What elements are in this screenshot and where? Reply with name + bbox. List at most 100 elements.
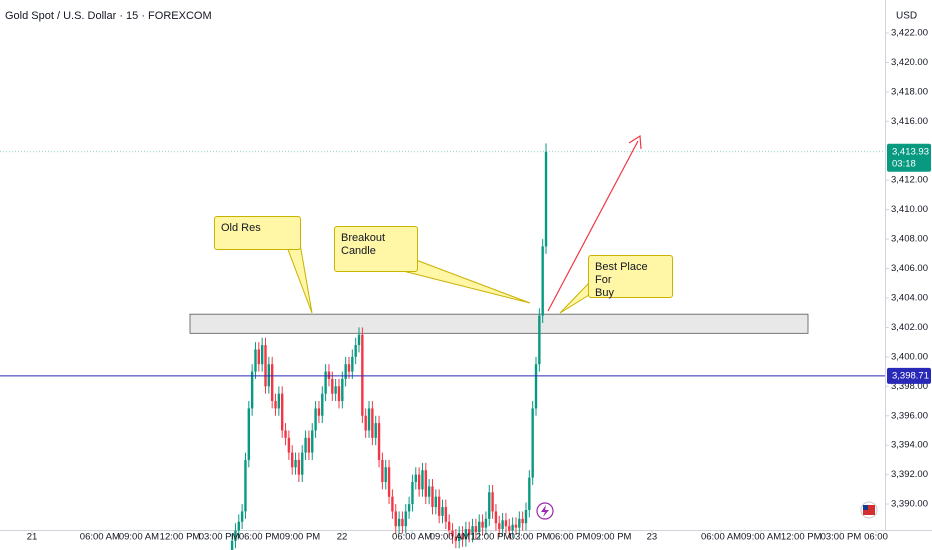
candle-body [508, 526, 511, 531]
y-tick-label: 3,396.00 [891, 410, 928, 421]
candle-body [260, 345, 264, 365]
candle-body [247, 408, 251, 460]
y-tick-label: 3,404.00 [891, 292, 928, 303]
candle-body [277, 393, 281, 409]
candle-body [257, 349, 261, 365]
y-tick-label: 3,406.00 [891, 263, 928, 274]
y-tick-label: 3,420.00 [891, 57, 928, 68]
candle-body [437, 496, 441, 516]
candle-body [518, 518, 521, 528]
trend-arrow [547, 140, 639, 312]
x-tick-label: 03:00 PM [821, 532, 862, 543]
candle-body [324, 371, 327, 394]
candle-body [301, 452, 304, 475]
candle-body [411, 482, 414, 505]
x-tick-label: 06:00 AM [392, 532, 432, 543]
candle-body [364, 415, 367, 431]
y-tick-label: 3,394.00 [891, 440, 928, 451]
candle-body [474, 526, 478, 533]
x-tick-label: 22 [337, 532, 348, 543]
candle-body [264, 345, 267, 387]
candle-body [374, 423, 377, 438]
x-tick-label: 09:00 AM [430, 532, 470, 543]
x-tick-label: 12:00 PM [160, 532, 201, 543]
candle-body [414, 474, 417, 483]
candle-body [528, 477, 531, 510]
candle-body [334, 386, 337, 394]
candle-body [291, 452, 294, 468]
callout-old-res: Old Res [214, 216, 301, 250]
candle-body [244, 459, 247, 512]
candle-body [274, 401, 277, 409]
candle-body [337, 386, 341, 402]
candle-body [344, 364, 347, 379]
currency: USD [896, 11, 917, 22]
candle-body [424, 470, 428, 497]
candle-body [240, 511, 244, 522]
candle-body [534, 364, 538, 409]
candle-body [417, 474, 421, 490]
x-tick-label: 12:00 PM [471, 532, 512, 543]
candle-body [454, 536, 458, 541]
callout-tail [559, 281, 590, 314]
y-tick-label: 3,418.00 [891, 86, 928, 97]
candle-body [307, 437, 311, 453]
candle-body [498, 523, 501, 530]
x-tick-label: 06:00 AM [80, 532, 120, 543]
candle-body [488, 492, 491, 519]
event-icon-bolt [541, 505, 549, 517]
y-tick-label: 3,390.00 [891, 499, 928, 510]
flag-icon-body [863, 505, 875, 515]
callout-best-place: Best Place For Buy [588, 255, 673, 299]
x-tick-label: 09:00 AM [741, 532, 781, 543]
candle-body [341, 378, 344, 402]
y-tick-label: 3,422.00 [891, 27, 928, 38]
candle-body [421, 470, 424, 490]
candle-body [461, 533, 464, 540]
candle-body [280, 393, 284, 431]
candle-body [431, 486, 434, 508]
candle-body [384, 467, 387, 483]
candle-body [457, 533, 461, 541]
y-tick-label: 3,408.00 [891, 234, 928, 245]
candle-body [250, 371, 254, 409]
candle-body [270, 364, 274, 402]
candle-body [284, 430, 287, 438]
candle-body [464, 529, 468, 540]
candle-body [531, 408, 534, 478]
candle-body [327, 371, 331, 379]
candle-body [478, 521, 481, 533]
callout-breakout: Breakout Candle [334, 226, 418, 272]
candle-body [484, 518, 488, 528]
arrow-head [628, 134, 642, 150]
candle-body [297, 459, 301, 475]
candle-body [504, 520, 508, 527]
candle-body [468, 529, 471, 536]
candle-body [511, 524, 514, 531]
candle-body [314, 408, 317, 431]
y-tick-label: 3,398.00 [891, 381, 928, 392]
candle-body [387, 467, 391, 497]
y-tick-label: 3,410.00 [891, 204, 928, 215]
candle-body [494, 511, 498, 524]
y-tick-label: 3,392.00 [891, 469, 928, 480]
x-tick-label: 06:00 PM [550, 532, 591, 543]
x-tick-label: 12:00 PM [781, 532, 822, 543]
candle-body [434, 496, 438, 508]
candle-body [354, 345, 357, 357]
x-tick-label: 03:00 PM [199, 532, 240, 543]
candle-body [407, 504, 411, 512]
price-label-bg [887, 367, 931, 384]
candle-body [357, 334, 361, 346]
candle-body [501, 520, 504, 530]
x-tick-label: 03:00 PM [510, 532, 551, 543]
candle-body [311, 430, 314, 453]
price-label: 3,413.93 [892, 146, 929, 157]
candle-body [514, 524, 518, 528]
callout-tail [401, 259, 531, 304]
candle-body [444, 507, 448, 522]
x-tick-label: 09:00 PM [591, 532, 632, 543]
candle-body [404, 511, 407, 527]
y-tick-label: 3,402.00 [891, 322, 928, 333]
